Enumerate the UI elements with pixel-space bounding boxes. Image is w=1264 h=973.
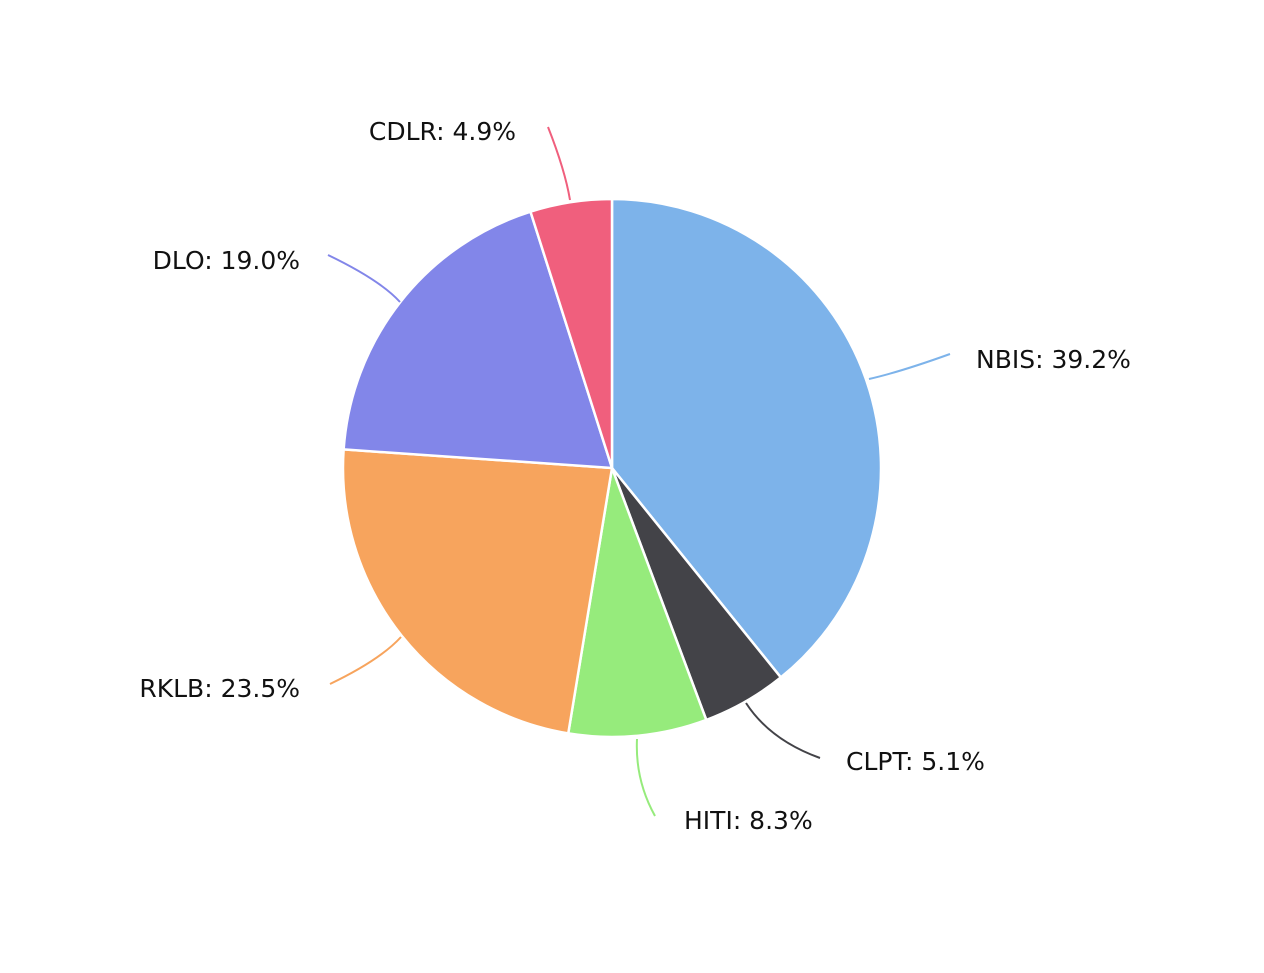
labels-layer: NBIS: 39.2% CLPT: 5.1% HITI: 8.3% RKLB: 23.… (139, 117, 1131, 835)
data-label-hiti: HITI: 8.3% (684, 806, 813, 835)
data-label-clpt: CLPT: 5.1% (846, 747, 985, 776)
slices-layer (341, 197, 883, 739)
data-label-cdlr: CDLR: 4.9% (369, 117, 516, 146)
pie-slice-nbis[interactable] (610, 197, 883, 679)
pie-slice-rklb[interactable] (341, 448, 614, 735)
leader-line-cdlr (547, 126, 571, 201)
pie-slice-cdlr[interactable] (529, 197, 614, 470)
leader-line-dlo (327, 254, 401, 303)
leader-line-nbis (868, 353, 951, 380)
data-label-dlo: DLO: 19.0% (153, 246, 300, 275)
leader-lines-layer (327, 126, 951, 817)
data-label-rklb: RKLB: 23.5% (139, 674, 300, 703)
leader-line-hiti (635, 738, 656, 817)
leader-line-clpt (745, 702, 821, 759)
pie-slice-hiti[interactable] (567, 466, 708, 739)
data-label-nbis: NBIS: 39.2% (976, 345, 1131, 374)
pie-slice-dlo[interactable] (342, 210, 614, 470)
leader-line-rklb (329, 636, 402, 685)
